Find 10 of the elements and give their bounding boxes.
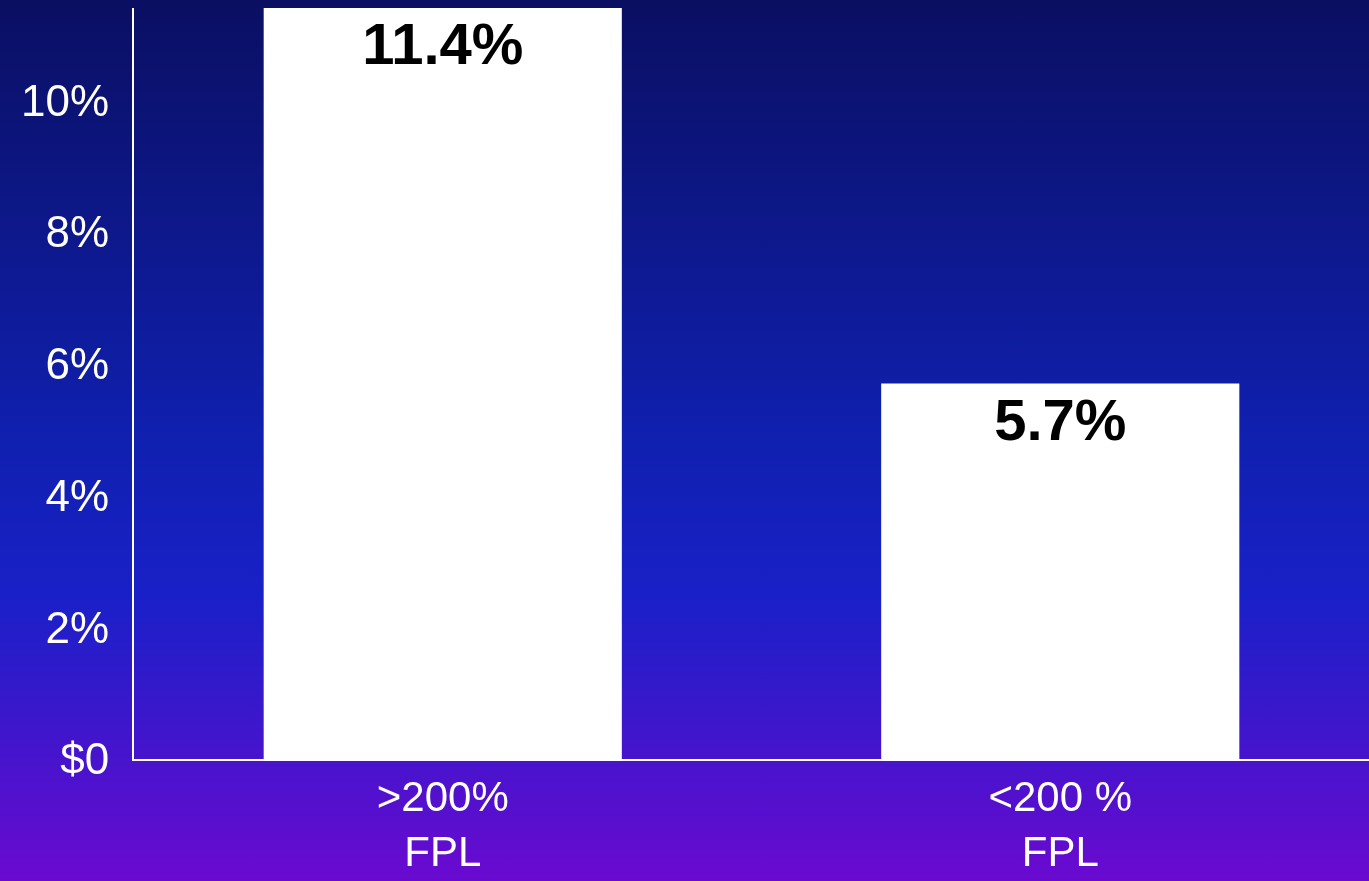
data-label: 5.7% bbox=[994, 386, 1127, 452]
y-tick-label: 6% bbox=[45, 339, 110, 389]
x-tick-label: >200% FPL bbox=[376, 773, 509, 875]
data-label: 11.4% bbox=[362, 11, 524, 76]
x-tick-label: <200 % FPL bbox=[988, 773, 1133, 875]
y-tick-label: 10% bbox=[21, 75, 110, 125]
y-tick-label: 4% bbox=[45, 470, 110, 520]
y-tick-label: 8% bbox=[45, 207, 110, 257]
y-tick-label: $0 bbox=[60, 734, 110, 784]
y-tick-label: 2% bbox=[45, 602, 110, 652]
